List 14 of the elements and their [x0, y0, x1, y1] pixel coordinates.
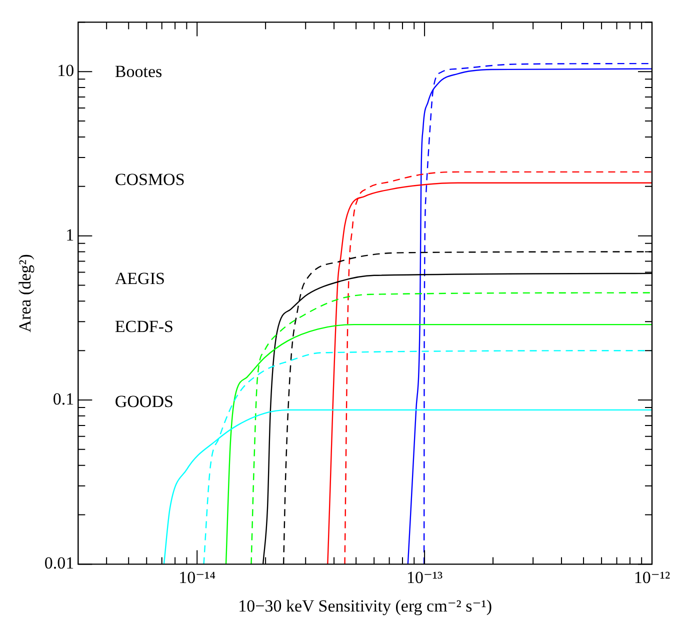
annotation: GOODS — [114, 392, 174, 412]
x-tick-label: 10⁻¹³ — [406, 568, 443, 587]
x-axis-title: 10−30 keV Sensitivity (erg cm⁻² s⁻¹) — [238, 596, 492, 616]
annotation: COSMOS — [114, 170, 185, 189]
x-tick-label: 10⁻¹² — [634, 568, 670, 587]
y-tick-label: 0.01 — [44, 554, 74, 573]
x-tick-label: 10⁻¹⁴ — [178, 568, 216, 587]
annotation: AEGIS — [114, 269, 165, 288]
y-tick-label: 1 — [66, 225, 74, 244]
annotation: Bootes — [114, 62, 162, 82]
y-axis-title: Area (deg²) — [16, 254, 35, 332]
y-tick-label: 10 — [57, 61, 74, 80]
annotation: ECDF-S — [114, 316, 174, 336]
y-tick-label: 0.1 — [52, 389, 74, 408]
